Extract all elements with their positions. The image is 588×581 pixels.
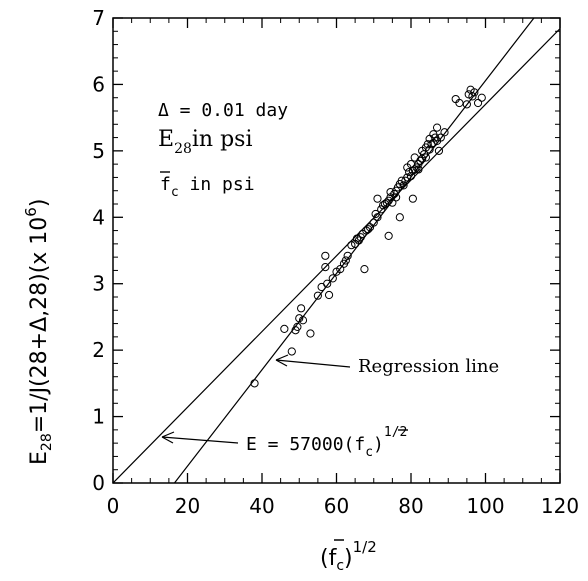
y-tick-label: 2 bbox=[92, 338, 105, 362]
data-point bbox=[293, 322, 302, 331]
y-tick-label: 4 bbox=[92, 205, 105, 229]
x-tick-label: 0 bbox=[107, 494, 120, 518]
y-axis-title: E28=1/J(28+Δ,28)(x 106) bbox=[22, 199, 55, 465]
regression-arrow bbox=[275, 354, 351, 368]
data-point bbox=[321, 251, 330, 260]
data-point bbox=[287, 347, 296, 356]
x-tick-label: 20 bbox=[175, 494, 200, 518]
data-point bbox=[373, 213, 382, 222]
data-point bbox=[364, 225, 373, 234]
data-point bbox=[434, 146, 444, 155]
data-point bbox=[462, 100, 471, 109]
y-tick-label: 0 bbox=[92, 471, 105, 495]
data-point bbox=[373, 194, 382, 203]
data-point bbox=[477, 93, 486, 102]
data-point bbox=[418, 154, 427, 163]
data-point bbox=[440, 128, 449, 137]
data-point bbox=[436, 133, 445, 142]
data-point bbox=[343, 251, 352, 260]
data-point bbox=[377, 205, 386, 214]
aci-formula-line bbox=[113, 28, 560, 483]
data-point bbox=[298, 316, 308, 325]
data-point bbox=[369, 218, 378, 227]
data-point bbox=[280, 324, 289, 333]
x-tick-label: 80 bbox=[398, 494, 423, 518]
data-point bbox=[425, 145, 434, 154]
data-point bbox=[336, 265, 345, 274]
data-point bbox=[323, 279, 332, 288]
regression-line bbox=[173, 18, 535, 483]
data-point bbox=[347, 241, 356, 250]
data-point bbox=[297, 304, 306, 313]
data-point bbox=[324, 290, 334, 300]
formula-label: E = 57000(fc)1/2 bbox=[246, 425, 407, 460]
x-tick-label: 40 bbox=[249, 494, 274, 518]
y-tick-label: 7 bbox=[92, 6, 105, 30]
data-point bbox=[321, 263, 330, 272]
data-point bbox=[306, 329, 315, 338]
data-point bbox=[388, 198, 397, 207]
x-tick-label: 120 bbox=[541, 494, 579, 518]
regression-label: Regression line bbox=[358, 356, 499, 377]
data-point bbox=[408, 194, 417, 203]
y-tick-label: 1 bbox=[92, 405, 105, 429]
data-point bbox=[382, 198, 391, 207]
data-point bbox=[395, 213, 404, 222]
data-point bbox=[313, 291, 322, 300]
x-tick-label: 60 bbox=[324, 494, 349, 518]
data-point bbox=[421, 153, 430, 162]
data-point bbox=[392, 193, 401, 202]
data-point bbox=[328, 274, 337, 283]
data-point bbox=[468, 92, 477, 101]
data-point bbox=[432, 123, 442, 132]
plot-marks bbox=[113, 18, 560, 483]
annotation-e28: E28in psi bbox=[158, 127, 253, 157]
data-point bbox=[360, 265, 369, 274]
y-tick-label: 5 bbox=[92, 139, 105, 163]
x-tick-label: 100 bbox=[466, 494, 504, 518]
data-point bbox=[403, 173, 412, 182]
x-axis-title: (fc)1/2 bbox=[320, 538, 377, 574]
data-point bbox=[399, 181, 408, 190]
data-point bbox=[352, 234, 362, 243]
data-point bbox=[406, 172, 416, 181]
data-point bbox=[473, 98, 483, 108]
annotation-delta: Δ = 0.01 day bbox=[158, 100, 288, 121]
annotation-fc: fc in psi bbox=[160, 174, 255, 200]
data-point bbox=[250, 379, 259, 388]
data-point bbox=[384, 231, 393, 240]
plot-frame bbox=[112, 17, 561, 484]
y-tick-label: 3 bbox=[92, 272, 105, 296]
axis-ticks: 0 20 40 60 80 100 120 0 1 2 3 4 5 6 7 bbox=[92, 6, 579, 518]
data-point bbox=[423, 140, 432, 149]
data-point bbox=[414, 165, 423, 174]
y-tick-label: 6 bbox=[92, 72, 105, 96]
data-point bbox=[470, 88, 479, 97]
formula-arrow bbox=[161, 431, 239, 444]
data-point bbox=[341, 256, 350, 265]
data-point bbox=[410, 165, 419, 174]
plot-area-border bbox=[112, 17, 561, 484]
